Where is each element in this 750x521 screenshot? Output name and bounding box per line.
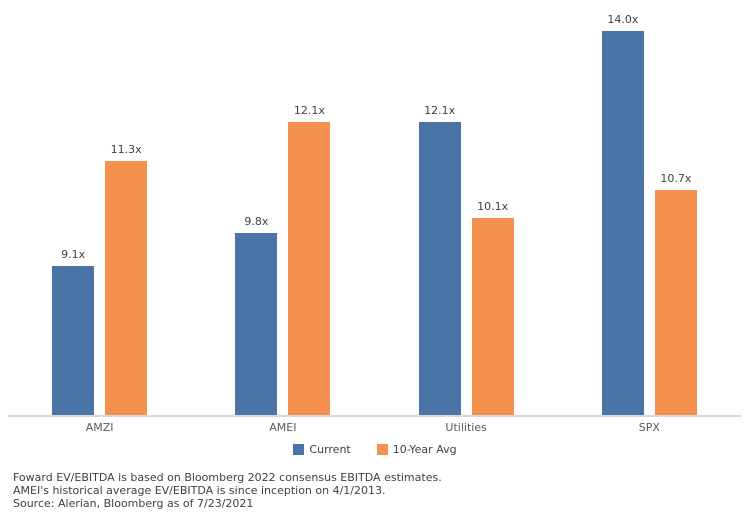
legend-swatch-icon	[293, 444, 305, 455]
chart-footnotes: Foward EV/EBITDA is based on Bloomberg 2…	[13, 471, 442, 510]
x-axis-label-amzi: AMZI	[85, 421, 114, 434]
bar-amei-current	[235, 233, 278, 415]
footnote-line-3: Source: Alerian, Bloomberg as of 7/23/20…	[13, 497, 254, 510]
bar-chart-plot: 9.1x 11.3x 9.8x 12.1x 12.1x 10.1x 14.0x 10.7x	[8, 0, 741, 417]
bar-value-label-spx-current: 14.0x	[607, 13, 639, 26]
chart-legend: Current 10-Year Avg	[0, 443, 750, 456]
bar-amei-10-year-avg	[288, 122, 331, 415]
bar-value-label-utilities-10-year-avg: 10.1x	[477, 200, 509, 213]
legend-item-current: Current	[293, 443, 351, 456]
x-axis-label-utilities: Utilities	[445, 421, 487, 434]
bar-spx-10-year-avg	[654, 190, 697, 415]
legend-label: 10-Year Avg	[392, 443, 457, 456]
legend-item-10-year-avg: 10-Year Avg	[376, 443, 457, 456]
bar-amzi-current	[52, 266, 95, 415]
bar-value-label-amei-10-year-avg: 12.1x	[293, 104, 325, 117]
bar-value-label-utilities-current: 12.1x	[424, 104, 456, 117]
bar-value-label-amzi-current: 9.1x	[61, 248, 86, 261]
legend-swatch-icon	[376, 444, 388, 455]
x-axis-label-amei: AMEI	[269, 421, 297, 434]
footnote-line-1: Foward EV/EBITDA is based on Bloomberg 2…	[13, 471, 442, 484]
x-axis-label-spx: SPX	[638, 421, 660, 434]
bar-amzi-10-year-avg	[105, 161, 148, 415]
bar-utilities-10-year-avg	[471, 218, 514, 415]
footnote-line-2: AMEI's historical average EV/EBITDA is s…	[13, 484, 386, 497]
bar-value-label-spx-10-year-avg: 10.7x	[660, 172, 692, 185]
bar-value-label-amei-current: 9.8x	[244, 215, 269, 228]
bar-spx-current	[601, 31, 644, 415]
legend-label: Current	[309, 443, 351, 456]
bar-value-label-amzi-10-year-avg: 11.3x	[110, 143, 142, 156]
bar-utilities-current	[418, 122, 461, 415]
